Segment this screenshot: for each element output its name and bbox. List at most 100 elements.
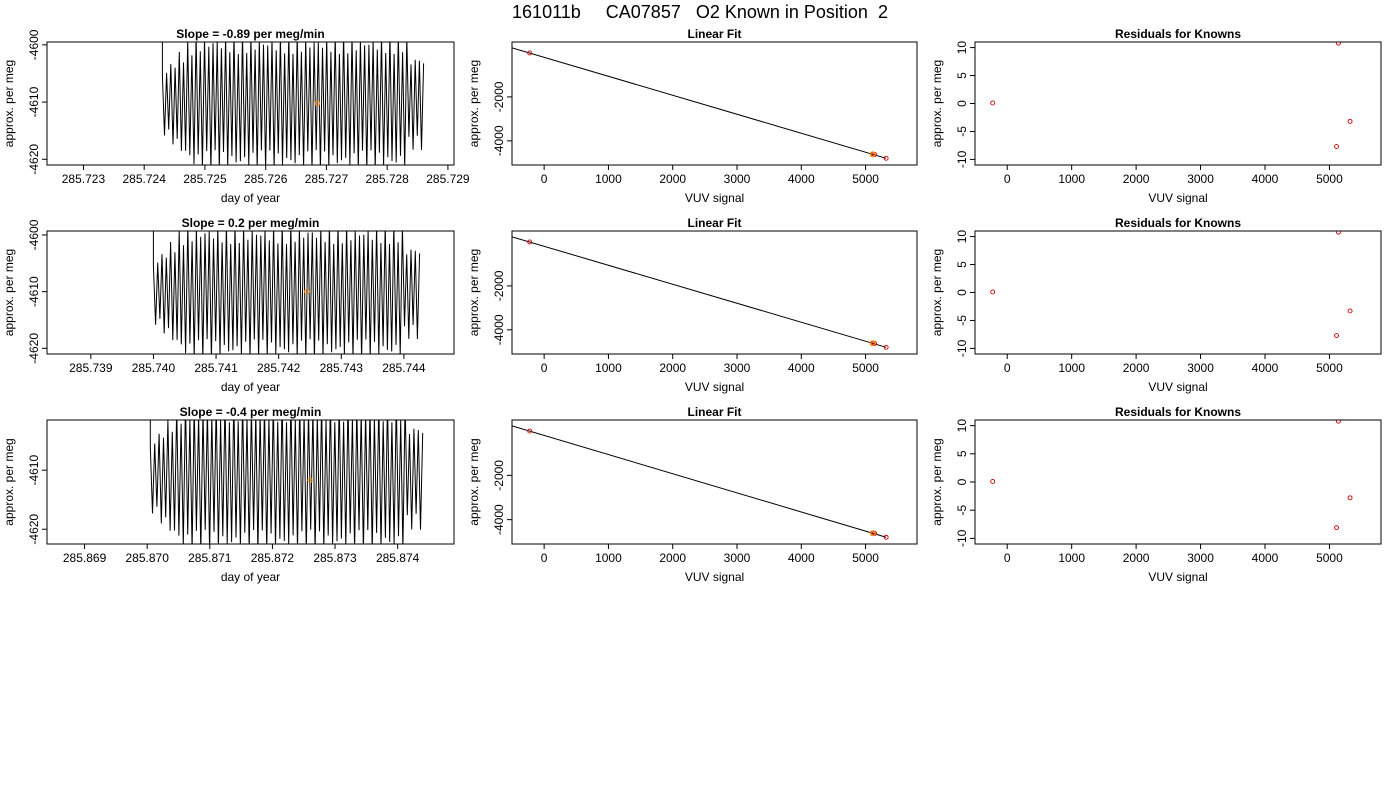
x-tick-label: 2000 <box>1123 172 1150 186</box>
y-axis-label: approx. per meg <box>930 249 944 336</box>
known-marker <box>314 100 321 106</box>
y-tick-label: -4000 <box>492 314 506 345</box>
x-tick-label: 2000 <box>659 361 686 375</box>
x-tick-label: 285.726 <box>244 172 288 186</box>
y-tick-label: -4620 <box>27 144 41 175</box>
plot-area <box>161 42 425 165</box>
data-point <box>990 478 996 484</box>
y-tick-label: -5 <box>955 315 969 326</box>
known-point <box>869 151 876 158</box>
x-tick-label: 3000 <box>1187 361 1214 375</box>
x-tick-label: 4000 <box>1252 551 1279 565</box>
data-point <box>527 428 533 434</box>
x-tick-label: 0 <box>541 551 548 565</box>
data-point <box>1336 420 1341 424</box>
x-tick-label: 1000 <box>1058 172 1085 186</box>
y-tick-label: -2000 <box>492 460 506 491</box>
x-axis-label: VUV signal <box>685 191 744 205</box>
y-tick-label: 0 <box>955 289 969 296</box>
plot-area <box>512 236 889 350</box>
panel-3-3: Residuals for Knowns 0 1000 2000 3000 4000 500… <box>930 405 1382 584</box>
x-tick-label: 5000 <box>1316 551 1343 565</box>
y-tick-label: -4600 <box>27 219 41 250</box>
plot-frame <box>511 419 918 545</box>
data-point <box>883 155 889 161</box>
plot-area <box>152 231 421 354</box>
x-tick-label: 285.871 <box>188 551 232 565</box>
x-tick-label: 285.870 <box>125 551 169 565</box>
data-point <box>527 50 533 56</box>
x-tick-label: 285.744 <box>382 361 426 375</box>
x-tick-label: 4000 <box>788 172 815 186</box>
x-tick-label: 285.739 <box>69 361 113 375</box>
y-axis-label: approx. per meg <box>930 438 944 525</box>
x-tick-label: 3000 <box>724 551 751 565</box>
fit-line <box>512 236 887 348</box>
data-point <box>1334 144 1339 150</box>
trace-line <box>149 420 424 544</box>
x-axis-label: day of year <box>221 570 280 584</box>
y-tick-label: -10 <box>955 529 969 547</box>
plot-area <box>512 47 889 161</box>
y-tick-label: 0 <box>955 478 969 485</box>
panel-3-2: Linear Fit 0 1000 2000 3000 4000 5000 -4000 -200… <box>467 405 918 584</box>
data-point <box>883 534 889 540</box>
x-tick-label: 3000 <box>724 172 751 186</box>
x-tick-label: 285.727 <box>305 172 349 186</box>
panel-1-3: Residuals for Knowns 0 1000 2000 3000 4000 500… <box>930 27 1382 205</box>
y-tick-label: 10 <box>955 41 969 55</box>
data-point <box>883 344 889 350</box>
panel-title: Linear Fit <box>687 405 741 419</box>
x-tick-label: 1000 <box>595 361 622 375</box>
fit-line <box>512 47 887 159</box>
data-point <box>1336 231 1341 235</box>
x-tick-label: 285.873 <box>313 551 357 565</box>
x-axis-label: VUV signal <box>1148 191 1207 205</box>
known-point <box>869 530 876 537</box>
x-tick-label: 3000 <box>1187 551 1214 565</box>
x-tick-label: 1000 <box>1058 551 1085 565</box>
data-point <box>1347 495 1353 501</box>
y-tick-label: -4000 <box>492 504 506 535</box>
plot-frame <box>511 230 918 355</box>
x-axis-label: VUV signal <box>685 570 744 584</box>
x-tick-label: 4000 <box>788 361 815 375</box>
x-tick-label: 5000 <box>1316 361 1343 375</box>
plot-frame <box>46 419 455 545</box>
x-tick-label: 285.723 <box>62 172 106 186</box>
y-tick-label: -2000 <box>492 270 506 301</box>
data-point <box>990 100 996 106</box>
panel-title: Residuals for Knowns <box>1115 405 1241 419</box>
panel-1-2: Linear Fit 0 1000 2000 3000 4000 5000 -4000 -200… <box>467 27 918 205</box>
x-tick-label: 0 <box>541 361 548 375</box>
y-tick-label: -10 <box>955 339 969 357</box>
y-tick-label: 5 <box>955 450 969 457</box>
y-tick-label: -5 <box>955 126 969 137</box>
plot-area <box>990 420 1353 531</box>
known-point <box>869 340 876 347</box>
x-tick-label: 285.743 <box>320 361 364 375</box>
x-tick-label: 4000 <box>788 551 815 565</box>
y-axis-label: approx. per meg <box>467 60 481 147</box>
y-tick-label: -4620 <box>27 514 41 545</box>
y-axis-label: approx. per meg <box>467 249 481 336</box>
plot-area <box>512 425 889 540</box>
known-marker <box>304 288 310 295</box>
x-axis-label: day of year <box>221 191 280 205</box>
plot-frame <box>511 41 918 166</box>
panel-title: Residuals for Knowns <box>1115 27 1241 41</box>
x-tick-label: 2000 <box>1123 361 1150 375</box>
y-tick-label: 5 <box>955 72 969 79</box>
x-tick-label: 5000 <box>852 172 879 186</box>
data-point <box>1347 118 1353 124</box>
x-tick-label: 2000 <box>659 551 686 565</box>
data-point <box>1347 308 1353 314</box>
y-tick-label: -4610 <box>27 86 41 117</box>
data-point <box>1334 525 1339 531</box>
y-tick-label: -4620 <box>27 333 41 364</box>
y-tick-label: -5 <box>955 505 969 516</box>
trace-line <box>161 42 425 165</box>
panel-1-1: Slope = -0.89 per meg/min 285.723 285.724 2… <box>2 27 470 205</box>
x-tick-label: 5000 <box>852 551 879 565</box>
